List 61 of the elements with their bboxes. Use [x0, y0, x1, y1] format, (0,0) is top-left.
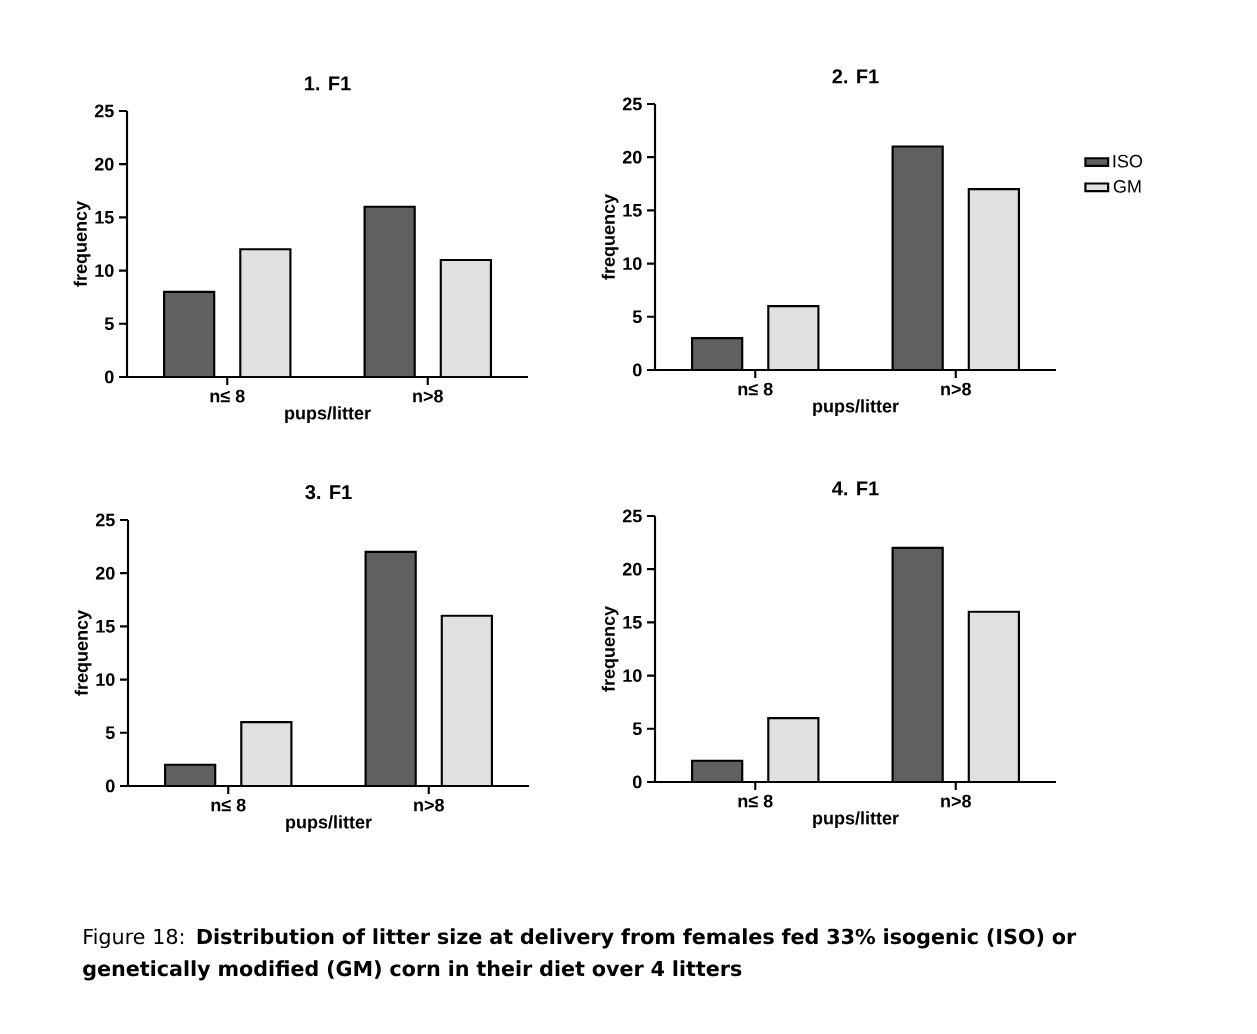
y-tick-label: 15 — [623, 616, 642, 629]
y-tick-label: 5 — [632, 310, 642, 324]
y-tick-label: 10 — [95, 264, 114, 277]
bar — [891, 145, 944, 370]
x-tick-label: n≤ 8 — [738, 382, 773, 396]
chart-title: 3. F1 — [305, 485, 352, 500]
x-axis-title: pups/litter — [286, 815, 372, 833]
bar — [768, 718, 819, 782]
bar — [967, 188, 1020, 370]
bar — [240, 249, 291, 377]
y-tick-label: 10 — [96, 673, 115, 686]
x-tick-label: n≤ 8 — [211, 798, 246, 812]
bar — [364, 550, 417, 786]
x-axis-title: pups/litter — [285, 406, 371, 424]
y-tick-label: 20 — [95, 566, 115, 580]
y-tick-label: 10 — [623, 257, 642, 270]
legend-label: ISO — [1113, 154, 1143, 168]
y-tick-label: 25 — [622, 509, 642, 523]
bar — [363, 205, 416, 377]
y-axis-title: frequency — [601, 606, 619, 692]
bar — [891, 546, 944, 782]
chart-title: 2. F1 — [832, 69, 879, 84]
y-tick-label: 5 — [632, 722, 642, 736]
y-tick-label: 0 — [632, 775, 642, 789]
y-tick-label: 15 — [96, 620, 115, 633]
y-tick-label: 0 — [632, 363, 642, 377]
chart-title: 1. F1 — [305, 76, 351, 91]
bar — [440, 614, 493, 786]
x-axis-title: pups/litter — [813, 399, 899, 417]
x-tick-label: n≤ 8 — [210, 389, 245, 403]
y-axis-title: frequency — [601, 194, 619, 280]
legend-label: GM — [1113, 180, 1141, 193]
y-tick-label: 15 — [95, 211, 114, 224]
bar — [439, 258, 492, 377]
y-tick-label: 5 — [104, 317, 114, 331]
bar — [768, 306, 819, 370]
y-tick-label: 5 — [105, 726, 115, 740]
y-tick-label: 20 — [94, 157, 114, 171]
y-tick-label: 15 — [623, 204, 642, 217]
y-axis-title: frequency — [74, 610, 92, 696]
x-tick-label: n>8 — [413, 389, 443, 403]
bar — [692, 338, 743, 370]
x-tick-label: n>8 — [941, 382, 971, 396]
y-tick-label: 10 — [623, 669, 642, 682]
bar — [241, 722, 292, 786]
y-tick-label: 20 — [622, 150, 642, 164]
caption: Figure 18: Distribution of litter size at delivery from females fed 33% isogenic (ISO) or genetically modified (GM) corn in their diet over 4 litters — [83, 928, 1077, 981]
bar — [967, 610, 1020, 782]
x-tick-label: n≤ 8 — [738, 794, 773, 808]
y-tick-label: 25 — [622, 97, 642, 111]
y-tick-label: 20 — [622, 562, 642, 576]
y-tick-label: 25 — [94, 104, 114, 118]
y-tick-label: 0 — [104, 370, 114, 384]
y-axis-title: frequency — [73, 201, 91, 287]
bar — [164, 291, 215, 377]
x-tick-label: n>8 — [941, 794, 971, 808]
y-tick-label: 0 — [105, 779, 115, 793]
chart-title: 4. F1 — [832, 481, 879, 496]
x-axis-title: pups/litter — [813, 811, 899, 829]
y-tick-label: 25 — [95, 513, 115, 527]
x-tick-label: n>8 — [414, 798, 444, 812]
